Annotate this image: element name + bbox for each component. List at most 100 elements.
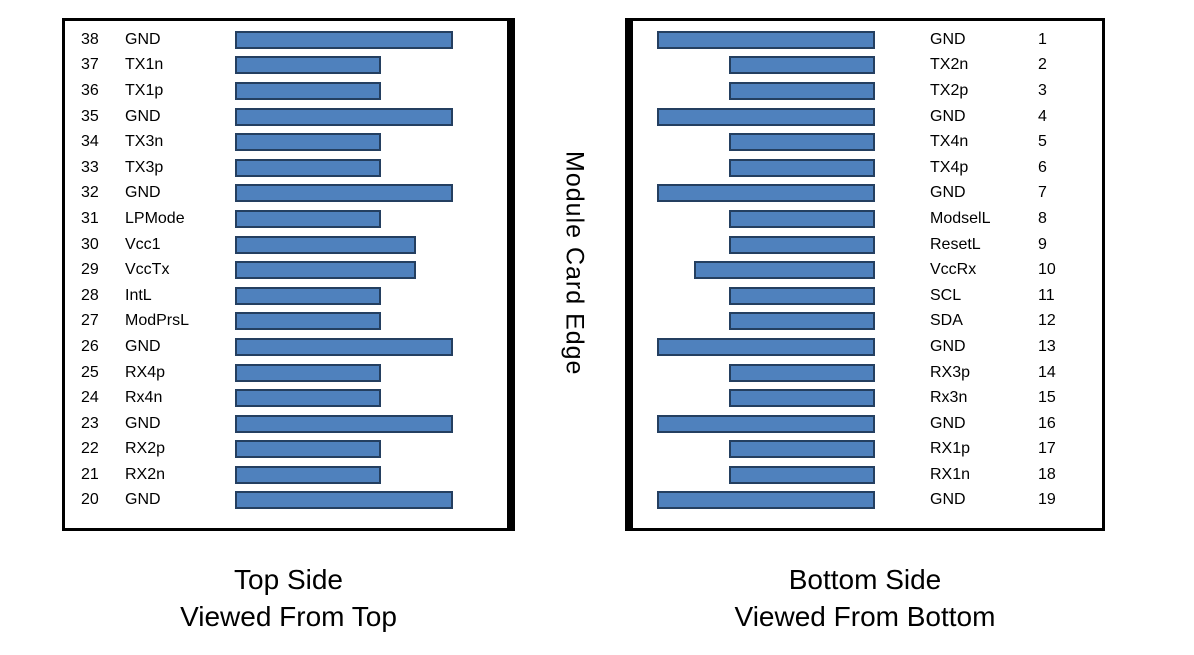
bottom-side-pin-list: GND 1 TX2n 2 TX2p 3 GND 4 TX4n 5 TX4p 6 GND 7 ModselL 8… [633, 21, 1102, 513]
caption-line-2: Viewed From Top [180, 600, 397, 632]
pad-bar-cell [235, 133, 467, 152]
pin-number: 34 [81, 133, 99, 151]
pin-label: TX2p [930, 81, 969, 99]
bottom-side-caption: Bottom Side Viewed From Bottom [625, 562, 1105, 636]
pad-bar-cell [633, 465, 875, 484]
caption-line-1: Bottom Side [788, 564, 942, 595]
pin-label: ResetL [930, 235, 981, 253]
pin-number: 10 [1038, 261, 1056, 279]
bottom-side-panel: GND 1 TX2n 2 TX2p 3 GND 4 TX4n 5 TX4p 6 GND 7 ModselL 8… [625, 18, 1105, 531]
pin-row: GND 19 [633, 488, 1102, 514]
pin-label: GND [125, 337, 161, 355]
pad-bar-cell [235, 184, 467, 203]
pin-number: 33 [81, 158, 99, 176]
top-side-pin-list: 38 GND 37 TX1n 36 TX1p 35 GND 34 TX3n 33 TX3p 32 GND 3… [65, 21, 507, 513]
pin-number: 32 [81, 184, 99, 202]
contact-pad-bar [729, 389, 875, 408]
pin-label: TX1p [125, 81, 164, 99]
contact-pad-bar [729, 158, 875, 177]
contact-pad-bar [235, 235, 416, 254]
pin-number: 24 [81, 389, 99, 407]
pin-row: 22 RX2p [65, 437, 507, 463]
pad-bar-cell [235, 107, 467, 126]
pin-row: GND 1 [633, 27, 1102, 53]
pad-bar-cell [633, 261, 875, 280]
pad-bar-cell [235, 30, 467, 49]
contact-pad-bar [235, 491, 453, 510]
pin-number: 25 [81, 363, 99, 381]
pin-row: 26 GND [65, 334, 507, 360]
pin-number: 11 [1038, 286, 1055, 304]
pin-number: 18 [1038, 465, 1056, 483]
pin-number: 14 [1038, 363, 1056, 381]
pad-bar-cell [235, 440, 467, 459]
pin-row: ResetL 9 [633, 232, 1102, 258]
pin-label: TX3p [125, 158, 164, 176]
pin-row: SDA 12 [633, 309, 1102, 335]
contact-pad-bar [729, 209, 875, 228]
pin-label: GND [930, 107, 966, 125]
pad-bar-cell [235, 261, 467, 280]
pin-label: RX4p [125, 363, 166, 381]
pin-number: 22 [81, 440, 99, 458]
pin-number: 27 [81, 312, 99, 330]
pad-bar-cell [633, 337, 875, 356]
pin-number: 20 [81, 491, 99, 509]
pad-bar-cell [235, 286, 467, 305]
contact-pad-bar [657, 184, 875, 203]
pad-bar-cell [633, 184, 875, 203]
pad-bar-cell [633, 30, 875, 49]
pin-row: 29 VccTx [65, 257, 507, 283]
pin-number: 38 [81, 30, 99, 48]
pin-row: TX4n 5 [633, 129, 1102, 155]
pin-number: 28 [81, 286, 99, 304]
pin-label: TX3n [125, 133, 164, 151]
pad-bar-cell [633, 107, 875, 126]
pin-label: RX2p [125, 440, 166, 458]
pin-number: 15 [1038, 389, 1056, 407]
pin-number: 16 [1038, 414, 1056, 432]
pin-row: 33 TX3p [65, 155, 507, 181]
pin-row: 30 Vcc1 [65, 232, 507, 258]
contact-pad-bar [235, 440, 381, 459]
pin-number: 5 [1038, 133, 1047, 151]
pin-row: GND 7 [633, 181, 1102, 207]
contact-pad-bar [235, 389, 381, 408]
pin-number: 8 [1038, 209, 1047, 227]
pin-number: 35 [81, 107, 99, 125]
pad-bar-cell [235, 363, 467, 382]
pin-row: 25 RX4p [65, 360, 507, 386]
pad-bar-cell [235, 158, 467, 177]
contact-pad-bar [729, 133, 875, 152]
pin-label: RX1n [930, 465, 971, 483]
pin-number: 30 [81, 235, 99, 253]
pin-label: GND [125, 491, 161, 509]
pin-row: 35 GND [65, 104, 507, 130]
contact-pad-bar [729, 440, 875, 459]
pin-label: TX1n [125, 56, 164, 74]
pin-number: 19 [1038, 491, 1056, 509]
pad-bar-cell [235, 56, 467, 75]
contact-pad-bar [235, 184, 453, 203]
pin-row: 34 TX3n [65, 129, 507, 155]
pad-bar-cell [235, 312, 467, 331]
pad-bar-cell [235, 235, 467, 254]
pin-number: 31 [81, 209, 99, 227]
pin-row: TX2p 3 [633, 78, 1102, 104]
pin-label: VccRx [930, 261, 977, 279]
top-side-caption: Top Side Viewed From Top [62, 562, 515, 636]
contact-pad-bar [694, 261, 875, 280]
pin-label: ModPrsL [125, 312, 190, 330]
pin-number: 17 [1038, 440, 1056, 458]
pin-row: TX2n 2 [633, 53, 1102, 79]
module-card-edge-label: Module Card Edge [560, 150, 589, 376]
pin-row: GND 13 [633, 334, 1102, 360]
pin-row: 23 GND [65, 411, 507, 437]
pad-bar-cell [633, 209, 875, 228]
pin-row: Rx3n 15 [633, 385, 1102, 411]
pin-number: 37 [81, 56, 99, 74]
contact-pad-bar [729, 56, 875, 75]
pin-label: RX2n [125, 465, 166, 483]
caption-line-1: Top Side [234, 564, 343, 595]
